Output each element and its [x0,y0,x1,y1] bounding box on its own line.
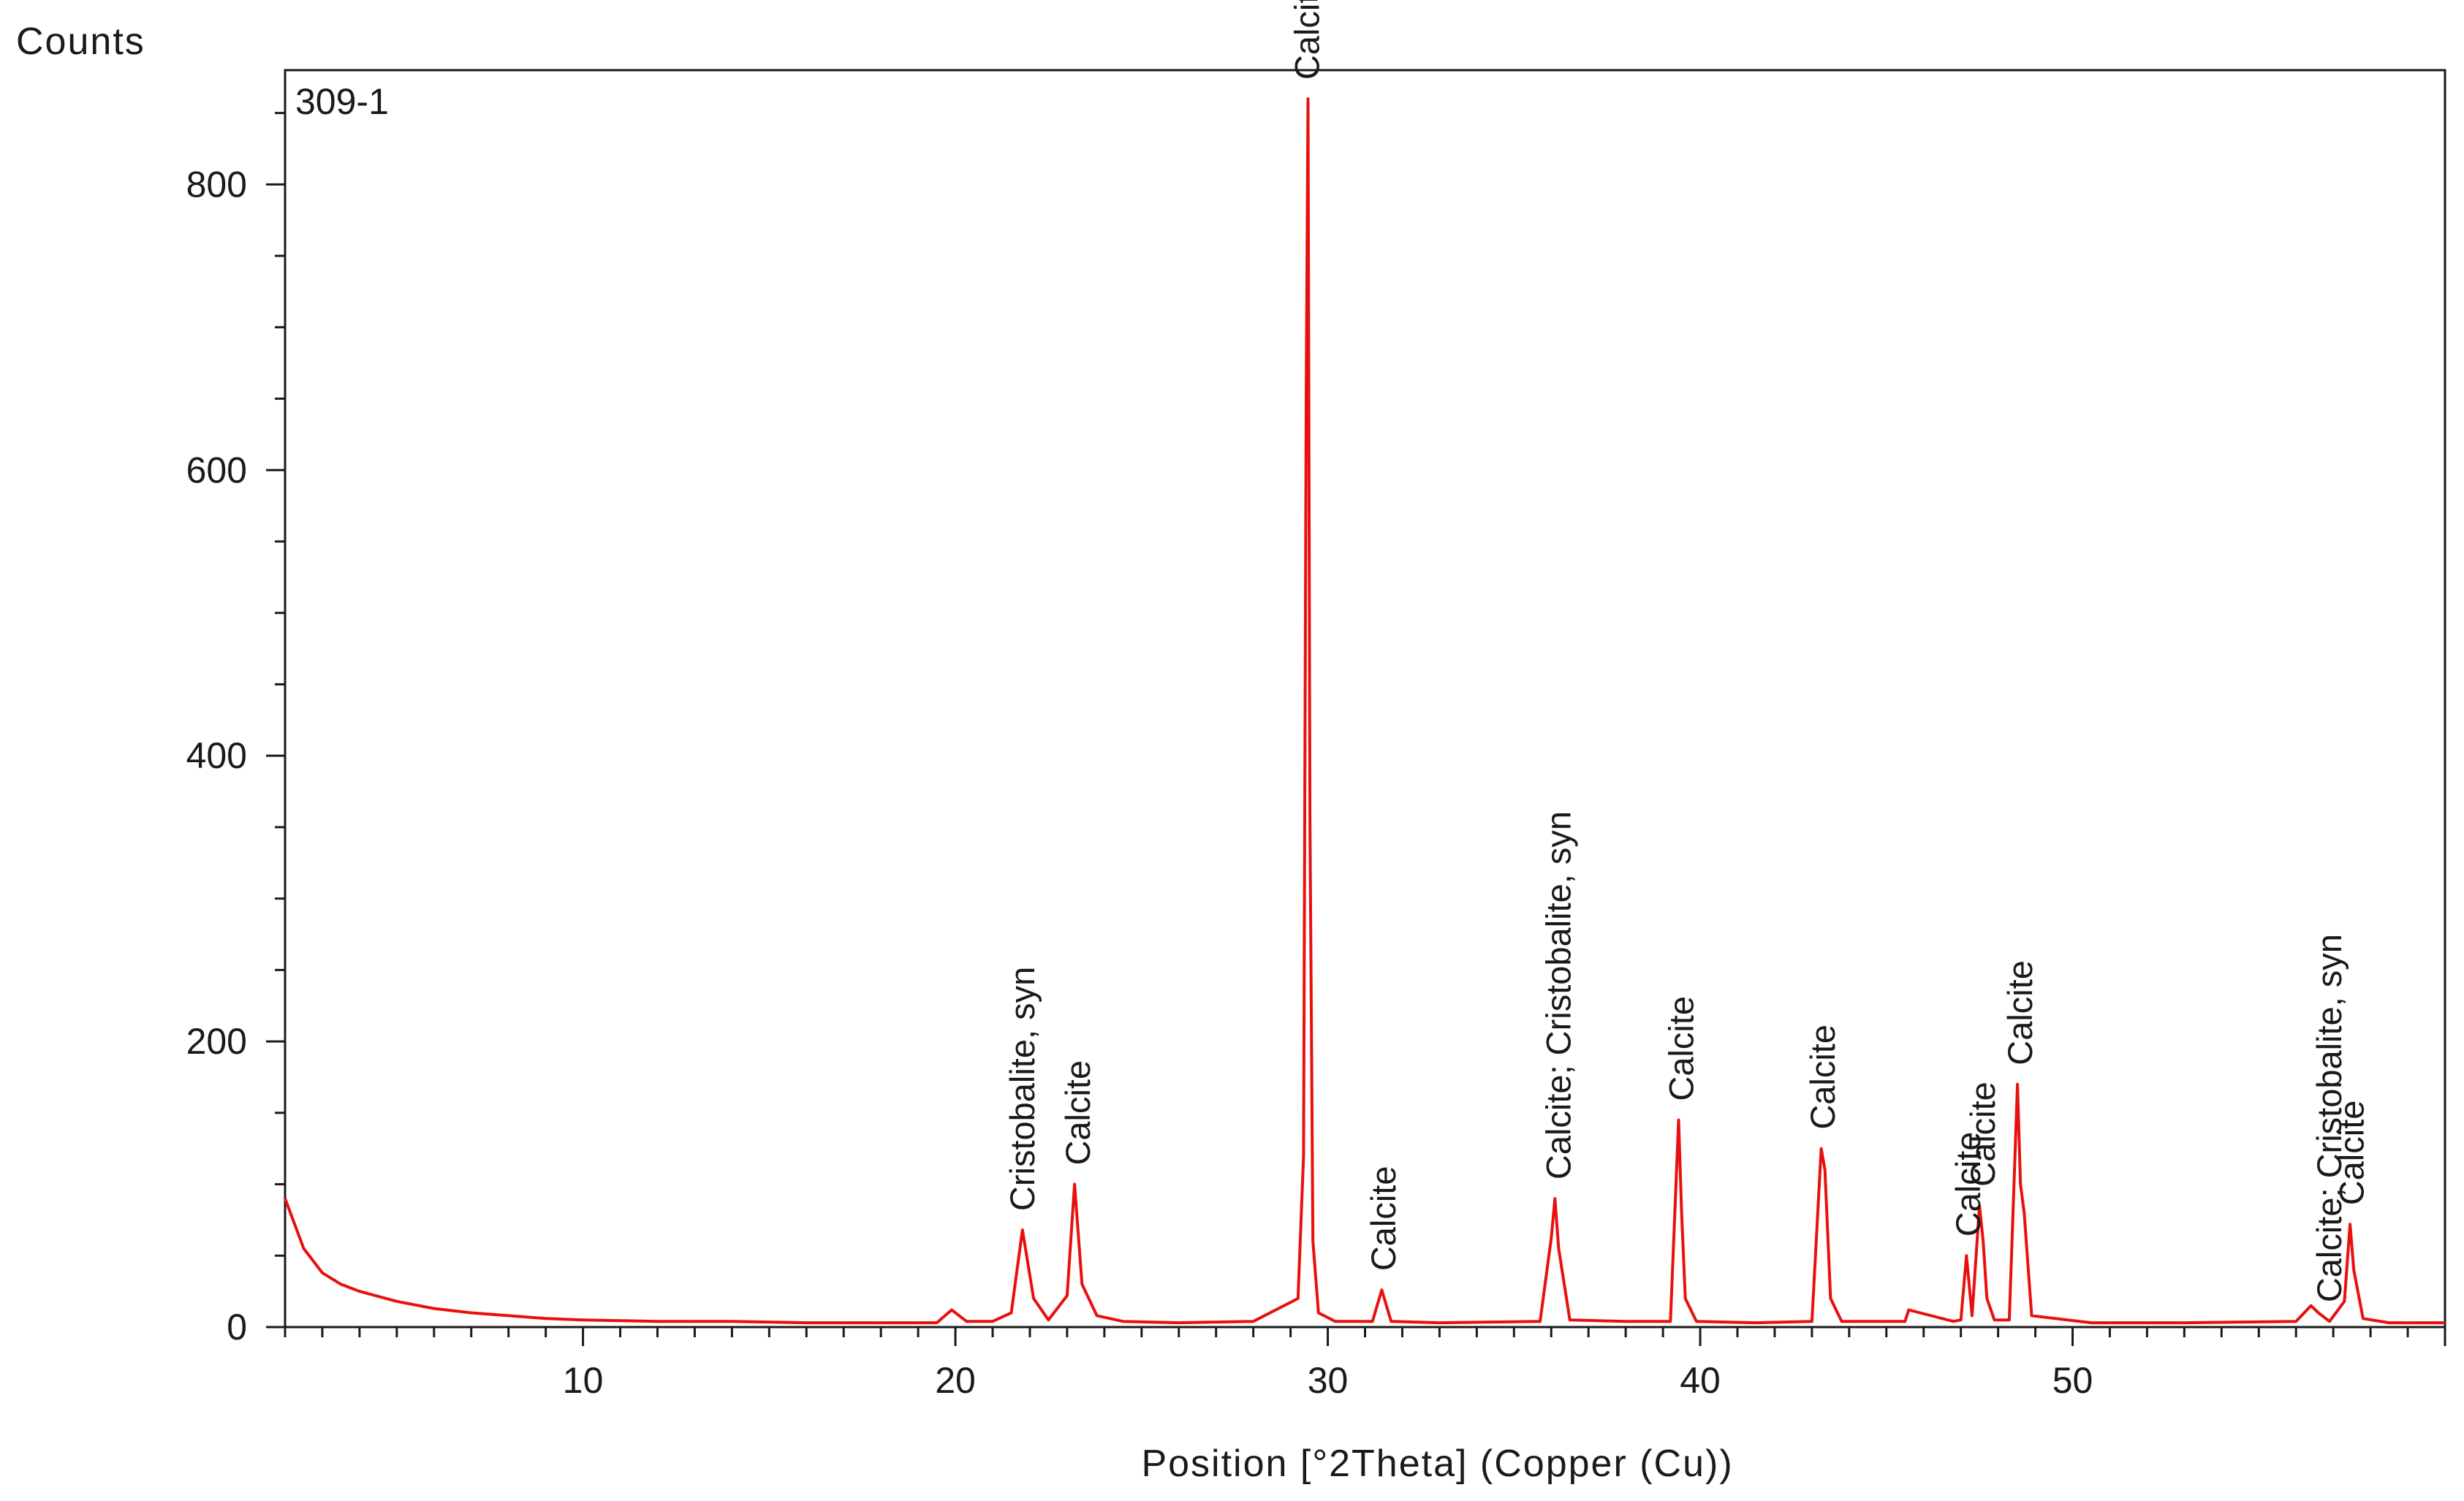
y-tick-label: 0 [227,1307,247,1348]
x-axis-title: Position [°2Theta] (Copper (Cu)) [1141,1443,1733,1485]
diffraction-line [284,97,2445,1325]
plot-frame [284,69,2446,1329]
x-tick-label: 30 [1308,1360,1349,1401]
peak-label: Calcite [1662,996,1701,1101]
x-tick-label: 20 [935,1360,976,1401]
y-tick-label: 200 [186,1021,247,1062]
peak-label: Calcite [1963,1082,2002,1187]
x-tick-label: 40 [1680,1360,1721,1401]
x-axis: 10 20 30 40 50 [284,1327,2446,1401]
peak-label: Calcite [1949,1132,1987,1237]
y-axis: 0 200 400 600 800 [186,112,285,1348]
peak-label: Cristobalite, syn [1003,967,1042,1211]
sample-label: 309-1 [295,81,389,122]
peak-label: Calcite; Cristobalite, syn [1539,811,1577,1179]
x-tick-label: 50 [2052,1360,2093,1401]
peak-label: Calcite [2001,960,2039,1065]
y-axis-title: Counts [16,20,145,63]
peak-label: Calcite [1803,1025,1842,1130]
y-tick-label: 800 [186,164,247,205]
y-tick-label: 400 [186,735,247,776]
x-tick-label: 10 [563,1360,604,1401]
peak-label: Calcite [1364,1166,1403,1272]
peak-label: Calcite [2332,1101,2371,1206]
pattern-trace [284,97,2445,1325]
y-tick-label: 600 [186,449,247,490]
peak-label: Calcite [1288,0,1327,80]
peak-label: Calcite [1058,1060,1097,1166]
peak-label: Calcite; Cristobalite, syn [2310,934,2349,1302]
